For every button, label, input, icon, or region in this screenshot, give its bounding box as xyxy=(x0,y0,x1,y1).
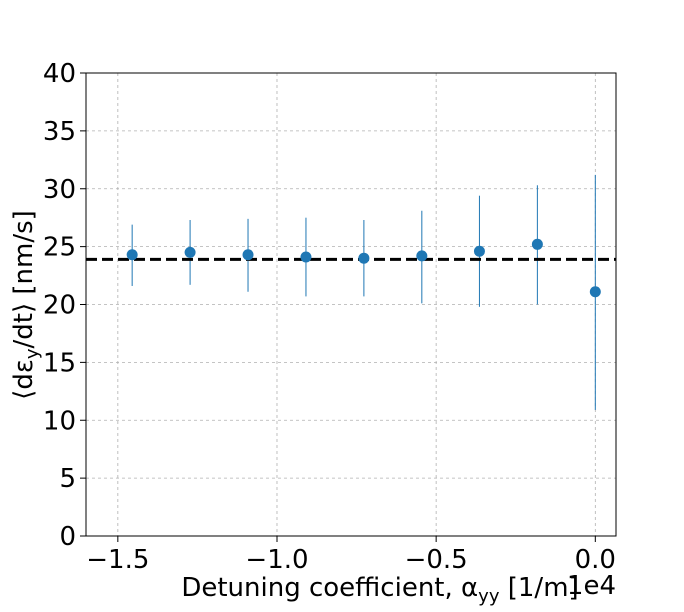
x-tick-label: −1.5 xyxy=(86,545,149,575)
y-tick-label: 20 xyxy=(43,291,76,321)
x-tick-label: 0.0 xyxy=(575,545,616,575)
error-bars xyxy=(131,174,596,410)
grid xyxy=(86,72,616,537)
y-tick-label: 25 xyxy=(43,233,76,263)
data-point xyxy=(589,286,601,298)
data-point xyxy=(473,245,485,257)
x-axis-ticks: −1.5 −1.0 −0.5 0.0 xyxy=(86,536,616,575)
y-tick-label: 0 xyxy=(59,522,76,552)
data-point xyxy=(242,249,254,261)
data-point xyxy=(531,238,543,250)
y-axis-label: ⟨dεy/dt⟩ [nm/s] xyxy=(9,210,43,400)
data-point xyxy=(358,252,370,264)
y-tick-label: 35 xyxy=(43,117,76,147)
x-tick-label: −1.0 xyxy=(245,545,308,575)
y-tick-label: 15 xyxy=(43,348,76,378)
y-tick-label: 40 xyxy=(43,59,76,89)
data-point xyxy=(184,246,196,258)
data-point xyxy=(300,251,312,263)
x-axis-label: Detuning coefficient, αyy [1/m] xyxy=(181,573,578,607)
data-points xyxy=(126,238,601,298)
y-axis-ticks: 0 5 10 15 20 25 30 35 40 xyxy=(43,59,86,552)
x-axis-offset-text: 1e4 xyxy=(567,571,616,601)
data-point xyxy=(126,249,138,261)
y-tick-label: 10 xyxy=(43,406,76,436)
y-tick-label: 5 xyxy=(59,464,76,494)
y-tick-label: 30 xyxy=(43,175,76,205)
x-tick-label: −0.5 xyxy=(405,545,468,575)
data-point xyxy=(416,250,428,262)
